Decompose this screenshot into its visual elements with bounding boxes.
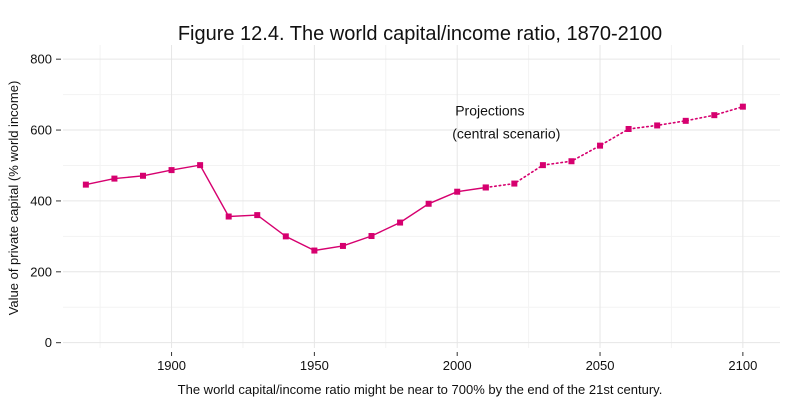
data-point — [425, 200, 432, 207]
data-point — [397, 219, 404, 226]
data-point — [654, 122, 661, 129]
data-point — [682, 117, 689, 124]
projection-line — [484, 105, 744, 189]
data-point — [197, 162, 204, 169]
y-tick-label: 200 — [30, 264, 52, 279]
y-tick-label: 600 — [30, 123, 52, 138]
x-tick-label: 2100 — [728, 358, 757, 373]
y-axis-label: Value of private capital (% world income… — [6, 81, 21, 316]
axis-ticks: 1900 1950 2000 2050 2100 0 200 400 600 800 — [30, 52, 757, 373]
data-point — [511, 180, 518, 187]
series-layer — [82, 103, 746, 254]
data-point — [168, 167, 175, 174]
data-point — [711, 112, 718, 119]
data-point — [597, 142, 604, 149]
data-point — [368, 233, 375, 240]
data-point — [139, 172, 146, 179]
x-axis-label: The world capital/income ratio might be … — [178, 382, 663, 397]
data-point — [454, 188, 461, 195]
y-tick-label: 800 — [30, 52, 52, 67]
projection-annotation-line2: (central scenario) — [452, 125, 560, 141]
data-point — [311, 247, 318, 254]
data-point — [339, 242, 346, 249]
data-point — [568, 158, 575, 165]
x-tick-label: 1950 — [300, 358, 329, 373]
data-point — [482, 184, 489, 191]
x-tick-label: 2050 — [586, 358, 615, 373]
data-point — [539, 162, 546, 169]
data-point — [282, 233, 289, 240]
data-point — [225, 213, 232, 220]
data-point — [82, 181, 89, 188]
chart-title: Figure 12.4. The world capital/income ra… — [178, 23, 662, 45]
x-tick-label: 2000 — [443, 358, 472, 373]
projection-annotation-line1: Projections — [455, 102, 524, 118]
data-point — [254, 212, 261, 219]
y-tick-label: 400 — [30, 193, 52, 208]
grid — [63, 45, 780, 348]
y-tick-label: 0 — [45, 335, 52, 350]
x-tick-label: 1900 — [157, 358, 186, 373]
data-point — [625, 125, 632, 132]
data-point — [111, 175, 118, 182]
data-point — [739, 103, 746, 110]
